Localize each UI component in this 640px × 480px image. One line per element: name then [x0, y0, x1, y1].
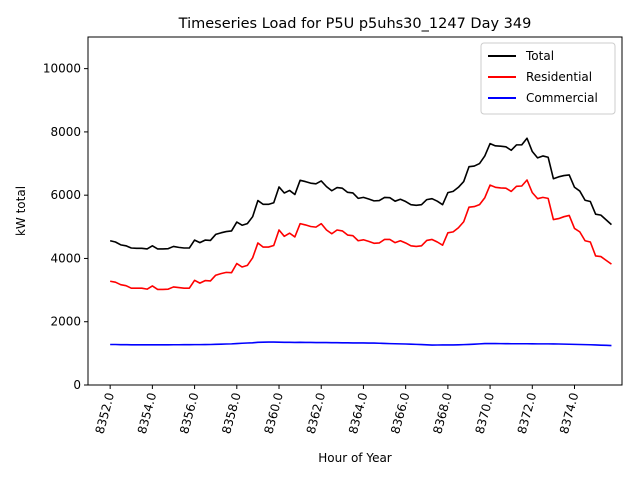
- legend-label-residential: Residential: [526, 70, 592, 84]
- y-axis-label: kW total: [14, 186, 28, 236]
- x-axis-label: Hour of Year: [318, 451, 392, 465]
- plot-frame: [87, 36, 623, 386]
- chart-title: Timeseries Load for P5U p5uhs30_1247 Day…: [178, 16, 532, 32]
- y-tick-label: 0: [73, 378, 81, 392]
- legend: Total Residential Commercial: [480, 42, 616, 115]
- series-line-commercial: [110, 341, 612, 347]
- legend-box: [480, 42, 616, 115]
- series-line-total: [109, 137, 612, 250]
- y-tick-label: 2000: [50, 315, 81, 329]
- y-tick-label: 6000: [50, 188, 81, 202]
- plot-layer: [109, 137, 612, 347]
- y-tick-label: 8000: [50, 125, 81, 139]
- y-tick-label: 4000: [50, 251, 81, 265]
- y-tick-label: 10000: [43, 62, 81, 76]
- legend-label-total: Total: [525, 49, 554, 63]
- series-line-residential: [110, 179, 612, 291]
- legend-label-commercial: Commercial: [526, 91, 598, 105]
